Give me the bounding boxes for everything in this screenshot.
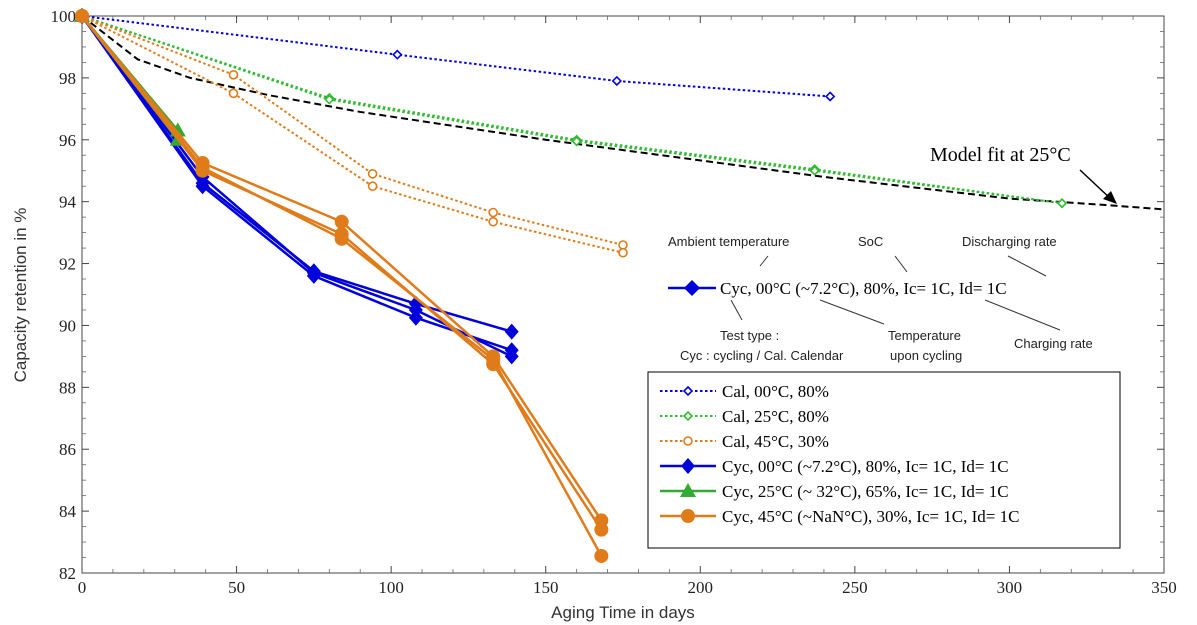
legend-label: Cyc, 45°C (~NaN°C), 30%, Ic= 1C, Id= 1C xyxy=(722,507,1019,526)
data-point xyxy=(486,352,500,366)
data-point xyxy=(684,437,692,445)
x-tick-label: 350 xyxy=(1151,578,1177,597)
y-tick-label: 88 xyxy=(59,378,76,397)
y-tick-label: 98 xyxy=(59,69,76,88)
x-tick-label: 150 xyxy=(533,578,559,597)
x-tick-label: 0 xyxy=(78,578,87,597)
temp-cycling-label-2: upon cycling xyxy=(890,348,962,363)
x-tick-label: 200 xyxy=(688,578,714,597)
data-point xyxy=(369,182,377,190)
legend-label: Cal, 45°C, 30% xyxy=(722,432,829,451)
data-point xyxy=(75,9,89,23)
y-tick-label: 100 xyxy=(51,7,77,26)
test-type-label-1: Test type : xyxy=(720,328,779,343)
data-point xyxy=(489,208,497,216)
legend-label: Cyc, 00°C (~7.2°C), 80%, Ic= 1C, Id= 1C xyxy=(722,457,1009,476)
legend: Cal, 00°C, 80% Cal, 25°C, 80% Cal, 45°C, 3… xyxy=(648,372,1120,548)
y-axis-label: Capacity retention in % xyxy=(11,208,30,383)
y-tick-label: 96 xyxy=(59,131,76,150)
y-tick-label: 82 xyxy=(59,564,76,583)
ambient-temperature-label: Ambient temperature xyxy=(668,234,789,249)
legend-label: Cal, 25°C, 80% xyxy=(722,407,829,426)
example-text: Cyc, 00°C (~7.2°C), 80%, Ic= 1C, Id= 1C xyxy=(720,279,1007,298)
temp-cycling-label-1: Temperature xyxy=(888,328,961,343)
data-point xyxy=(196,161,210,175)
data-point xyxy=(335,232,349,246)
data-point xyxy=(619,241,627,249)
y-tick-label: 92 xyxy=(59,255,76,274)
x-tick-label: 250 xyxy=(842,578,868,597)
legend-label: Cyc, 25°C (~ 32°C), 65%, Ic= 1C, Id= 1C xyxy=(722,482,1009,501)
data-point xyxy=(369,170,377,178)
data-point xyxy=(489,218,497,226)
y-tick-label: 86 xyxy=(59,440,76,459)
model-fit-label: Model fit at 25°C xyxy=(930,144,1071,166)
x-tick-label: 300 xyxy=(997,578,1023,597)
data-point xyxy=(619,249,627,257)
x-axis-label: Aging Time in days xyxy=(551,603,695,622)
x-tick-label: 100 xyxy=(378,578,404,597)
y-tick-label: 90 xyxy=(59,316,76,335)
data-point xyxy=(335,215,349,229)
data-point xyxy=(229,89,237,97)
data-point xyxy=(681,509,695,523)
soc-label: SoC xyxy=(858,234,883,249)
charging-rate-label: Charging rate xyxy=(1014,336,1093,351)
legend-label: Cal, 00°C, 80% xyxy=(722,382,829,401)
x-tick-label: 50 xyxy=(228,578,245,597)
test-type-label-2: Cyc : cycling / Cal. Calendar xyxy=(680,348,844,363)
y-tick-label: 84 xyxy=(59,502,77,521)
discharging-rate-label: Discharging rate xyxy=(962,234,1057,249)
data-point xyxy=(229,71,237,79)
y-tick-label: 94 xyxy=(59,193,77,212)
data-point xyxy=(594,549,608,563)
data-point xyxy=(594,523,608,537)
